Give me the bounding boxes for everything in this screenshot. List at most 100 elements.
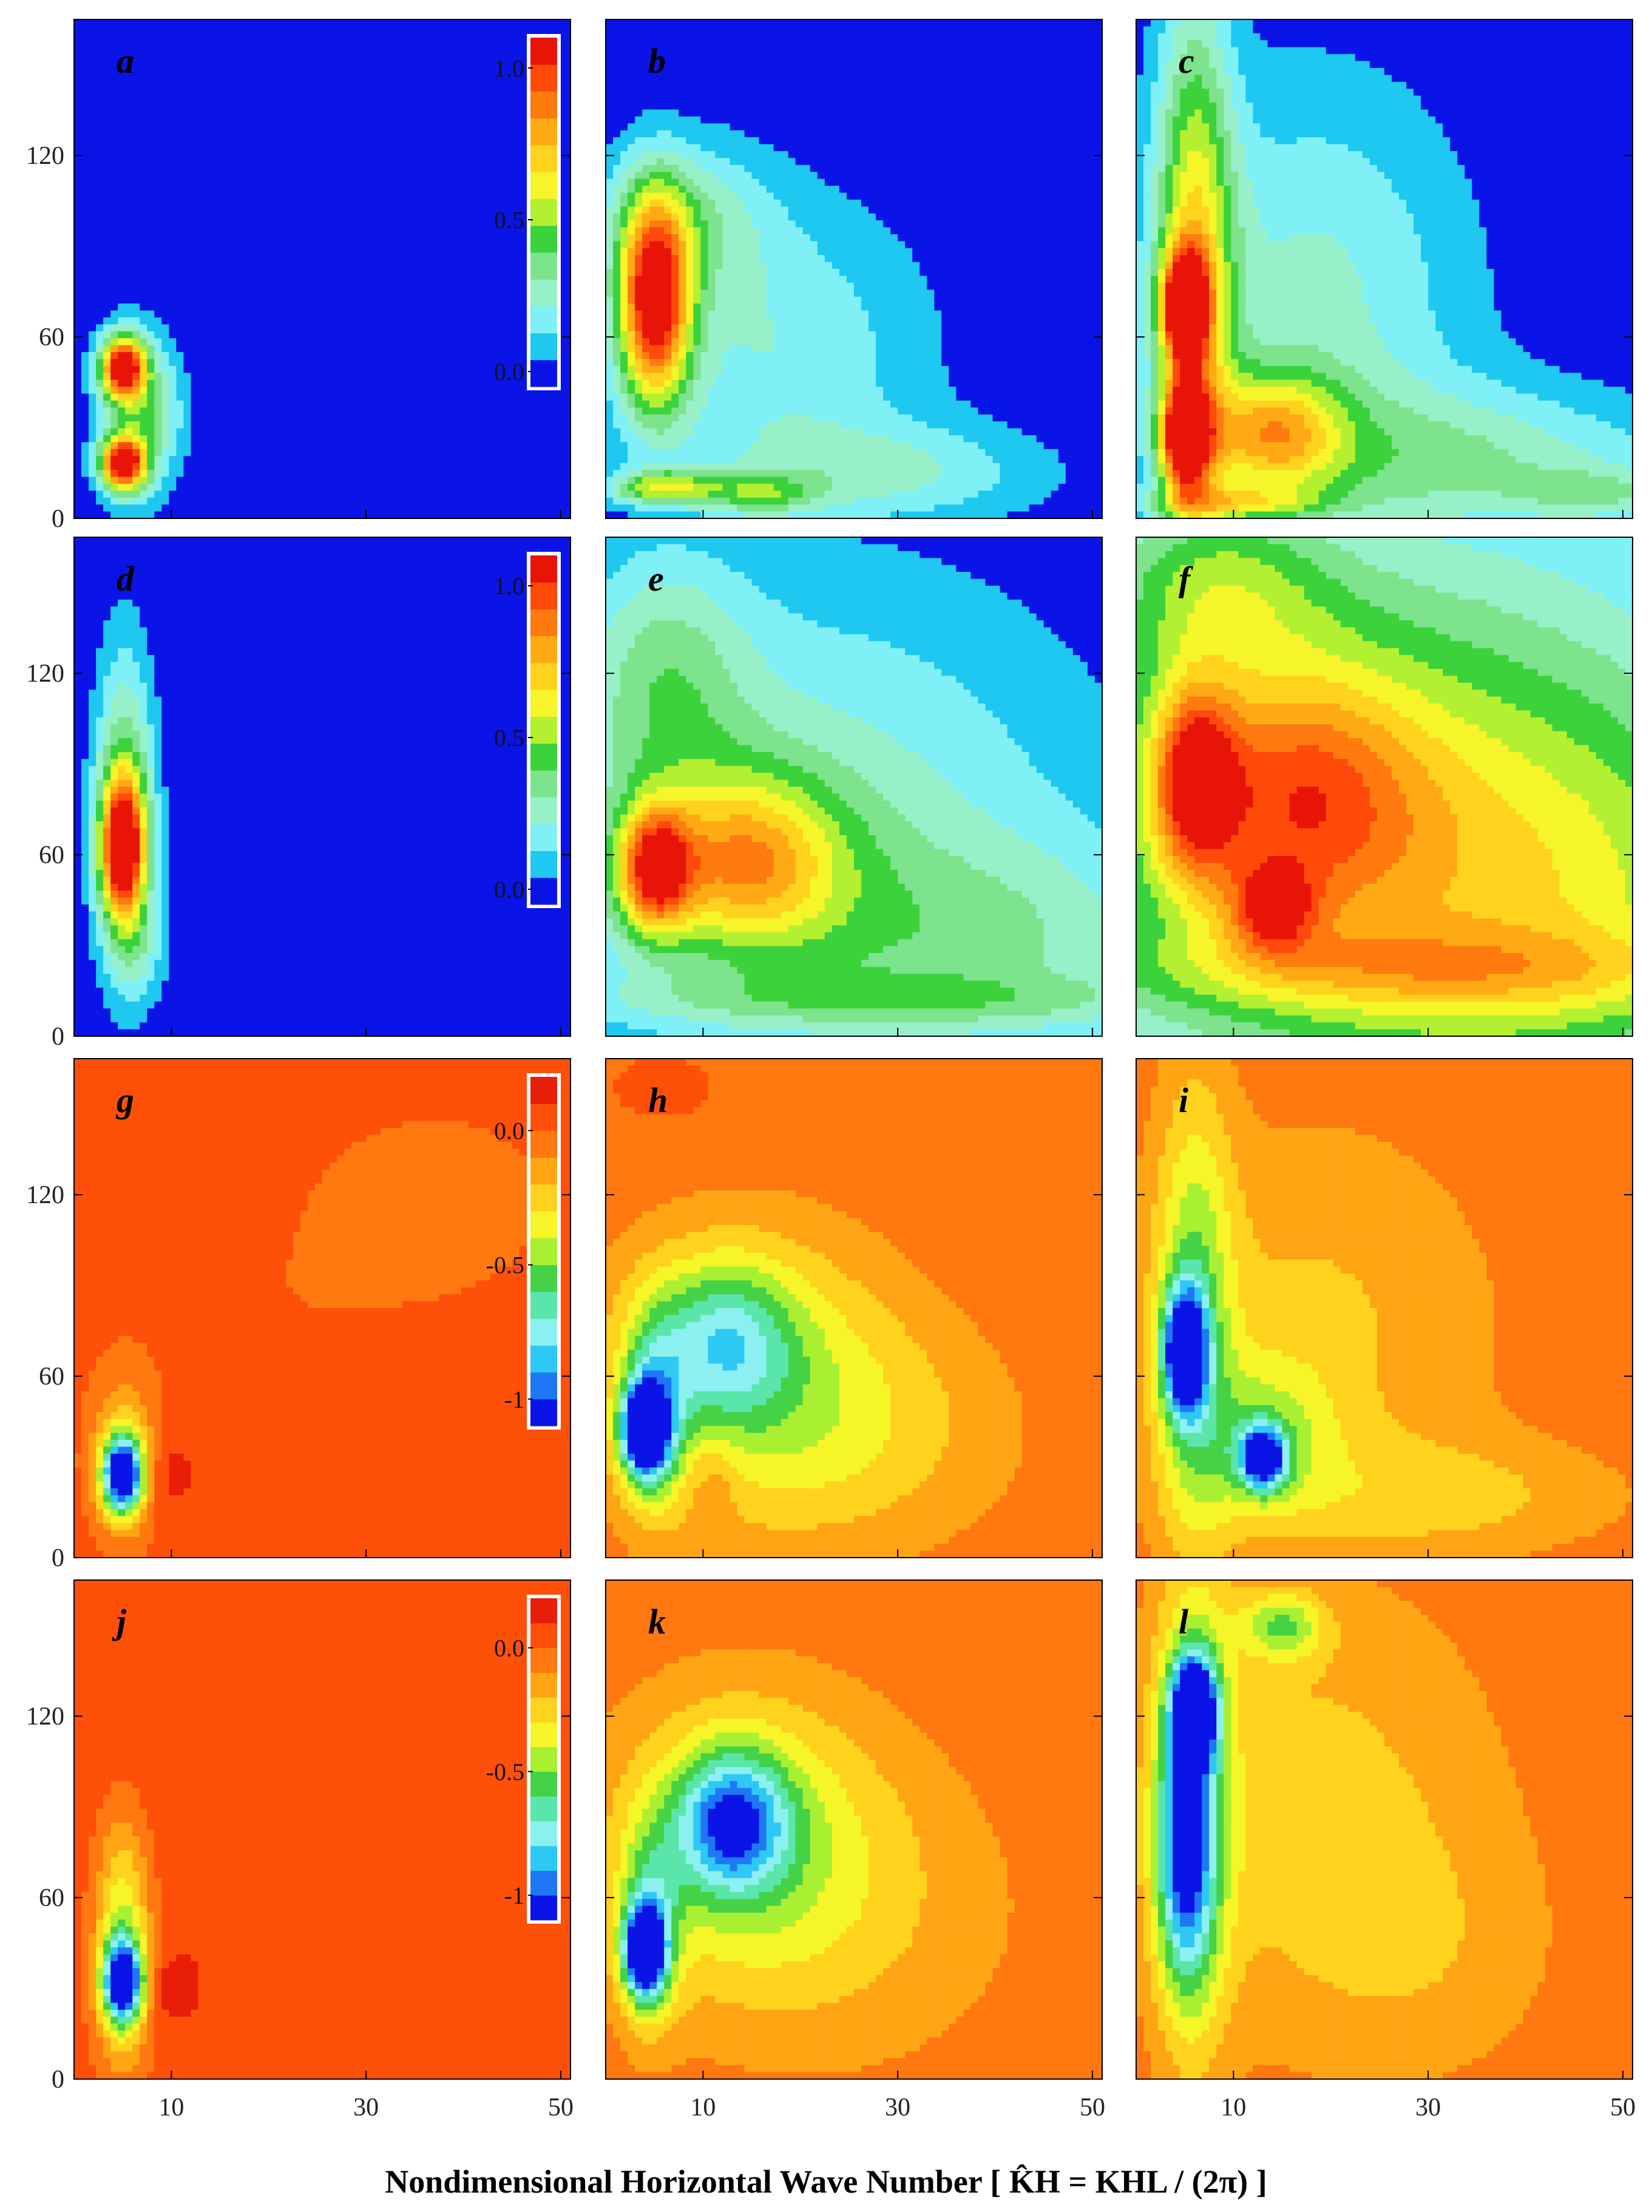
- contour-cell: [74, 165, 82, 172]
- contour-cell: [74, 345, 82, 353]
- contour-cell: [89, 490, 96, 498]
- contour-cell: [103, 40, 111, 47]
- contour-cell: [110, 380, 118, 387]
- contour-cell: [81, 103, 89, 110]
- contour-cell: [96, 68, 104, 75]
- contour-cell: [110, 421, 118, 429]
- contour-cell: [96, 317, 104, 325]
- contour-cell: [74, 338, 82, 345]
- contour-cell: [118, 241, 126, 248]
- contour-cell: [118, 19, 126, 27]
- contour-cell: [103, 82, 111, 89]
- contour-cell: [96, 373, 104, 380]
- contour-cell: [103, 186, 111, 193]
- contour-cell: [81, 504, 89, 512]
- contour-cell: [89, 109, 96, 117]
- contour-cell: [103, 407, 111, 415]
- contour-cell: [89, 387, 96, 394]
- contour-cell: [89, 470, 96, 477]
- contour-cell: [74, 179, 82, 186]
- contour-cell: [103, 490, 111, 498]
- contour-cell: [96, 96, 104, 103]
- contour-cell: [74, 89, 82, 96]
- contour-cell: [81, 283, 89, 290]
- contour-cell: [89, 151, 96, 158]
- contour-cell: [89, 40, 96, 47]
- contour-cell: [118, 283, 126, 290]
- contour-cell: [81, 241, 89, 248]
- contour-cell: [89, 103, 96, 110]
- contour-cell: [81, 407, 89, 415]
- contour-cell: [118, 477, 126, 484]
- contour-cell: [125, 220, 133, 228]
- contour-cell: [81, 338, 89, 345]
- contour-cell: [81, 89, 89, 96]
- contour-cell: [118, 470, 126, 477]
- contour-cell: [103, 359, 111, 366]
- contour-cell: [103, 324, 111, 331]
- contour-cell: [103, 89, 111, 96]
- contour-cell: [103, 415, 111, 422]
- contour-cell: [81, 228, 89, 235]
- contour-cell: [110, 490, 118, 498]
- contour-cell: [125, 407, 133, 415]
- contour-cell: [81, 477, 89, 484]
- contour-cell: [125, 241, 133, 248]
- contour-cell: [125, 248, 133, 256]
- contour-cell: [103, 304, 111, 311]
- contour-cell: [89, 269, 96, 276]
- contour-cell: [118, 304, 126, 311]
- contour-cell: [81, 123, 89, 131]
- contour-cell: [125, 26, 133, 33]
- contour-cell: [74, 366, 82, 373]
- contour-cell: [118, 228, 126, 235]
- contour-cell: [96, 26, 104, 33]
- contour-cell: [110, 214, 118, 221]
- contour-cell: [74, 283, 82, 290]
- contour-cell: [81, 345, 89, 353]
- contour-cell: [74, 498, 82, 505]
- contour-cell: [74, 137, 82, 144]
- contour-cell: [118, 255, 126, 262]
- contour-cell: [110, 179, 118, 186]
- contour-cell: [125, 421, 133, 429]
- contour-cell: [89, 186, 96, 193]
- contour-cell: [103, 380, 111, 387]
- contour-cell: [103, 345, 111, 353]
- contour-cell: [118, 26, 126, 33]
- contour-cell: [81, 200, 89, 207]
- contour-cell: [103, 435, 111, 443]
- contour-cell: [110, 220, 118, 228]
- contour-cell: [103, 96, 111, 103]
- contour-cell: [89, 359, 96, 366]
- contour-cell: [89, 68, 96, 75]
- contour-cell: [103, 352, 111, 359]
- contour-cell: [81, 415, 89, 422]
- contour-cell: [118, 512, 126, 519]
- contour-cell: [110, 192, 118, 200]
- contour-cell: [89, 283, 96, 290]
- contour-cell: [96, 345, 104, 353]
- contour-cell: [89, 137, 96, 144]
- contour-cell: [125, 484, 133, 491]
- contour-cell: [89, 158, 96, 165]
- contour-cell: [89, 401, 96, 408]
- contour-cell: [103, 449, 111, 456]
- contour-cell: [125, 449, 133, 456]
- contour-cell: [125, 512, 133, 519]
- contour-cell: [74, 311, 82, 318]
- contour-cell: [103, 401, 111, 408]
- contour-cell: [81, 75, 89, 82]
- contour-cell: [118, 380, 126, 387]
- contour-cell: [110, 206, 118, 214]
- contour-cell: [81, 192, 89, 200]
- contour-cell: [110, 158, 118, 165]
- contour-cell: [89, 61, 96, 69]
- contour-cell: [81, 158, 89, 165]
- contour-cell: [118, 352, 126, 359]
- contour-cell: [81, 137, 89, 144]
- contour-cell: [74, 75, 82, 82]
- contour-cell: [118, 490, 126, 498]
- contour-cell: [103, 26, 111, 33]
- contour-cell: [96, 283, 104, 290]
